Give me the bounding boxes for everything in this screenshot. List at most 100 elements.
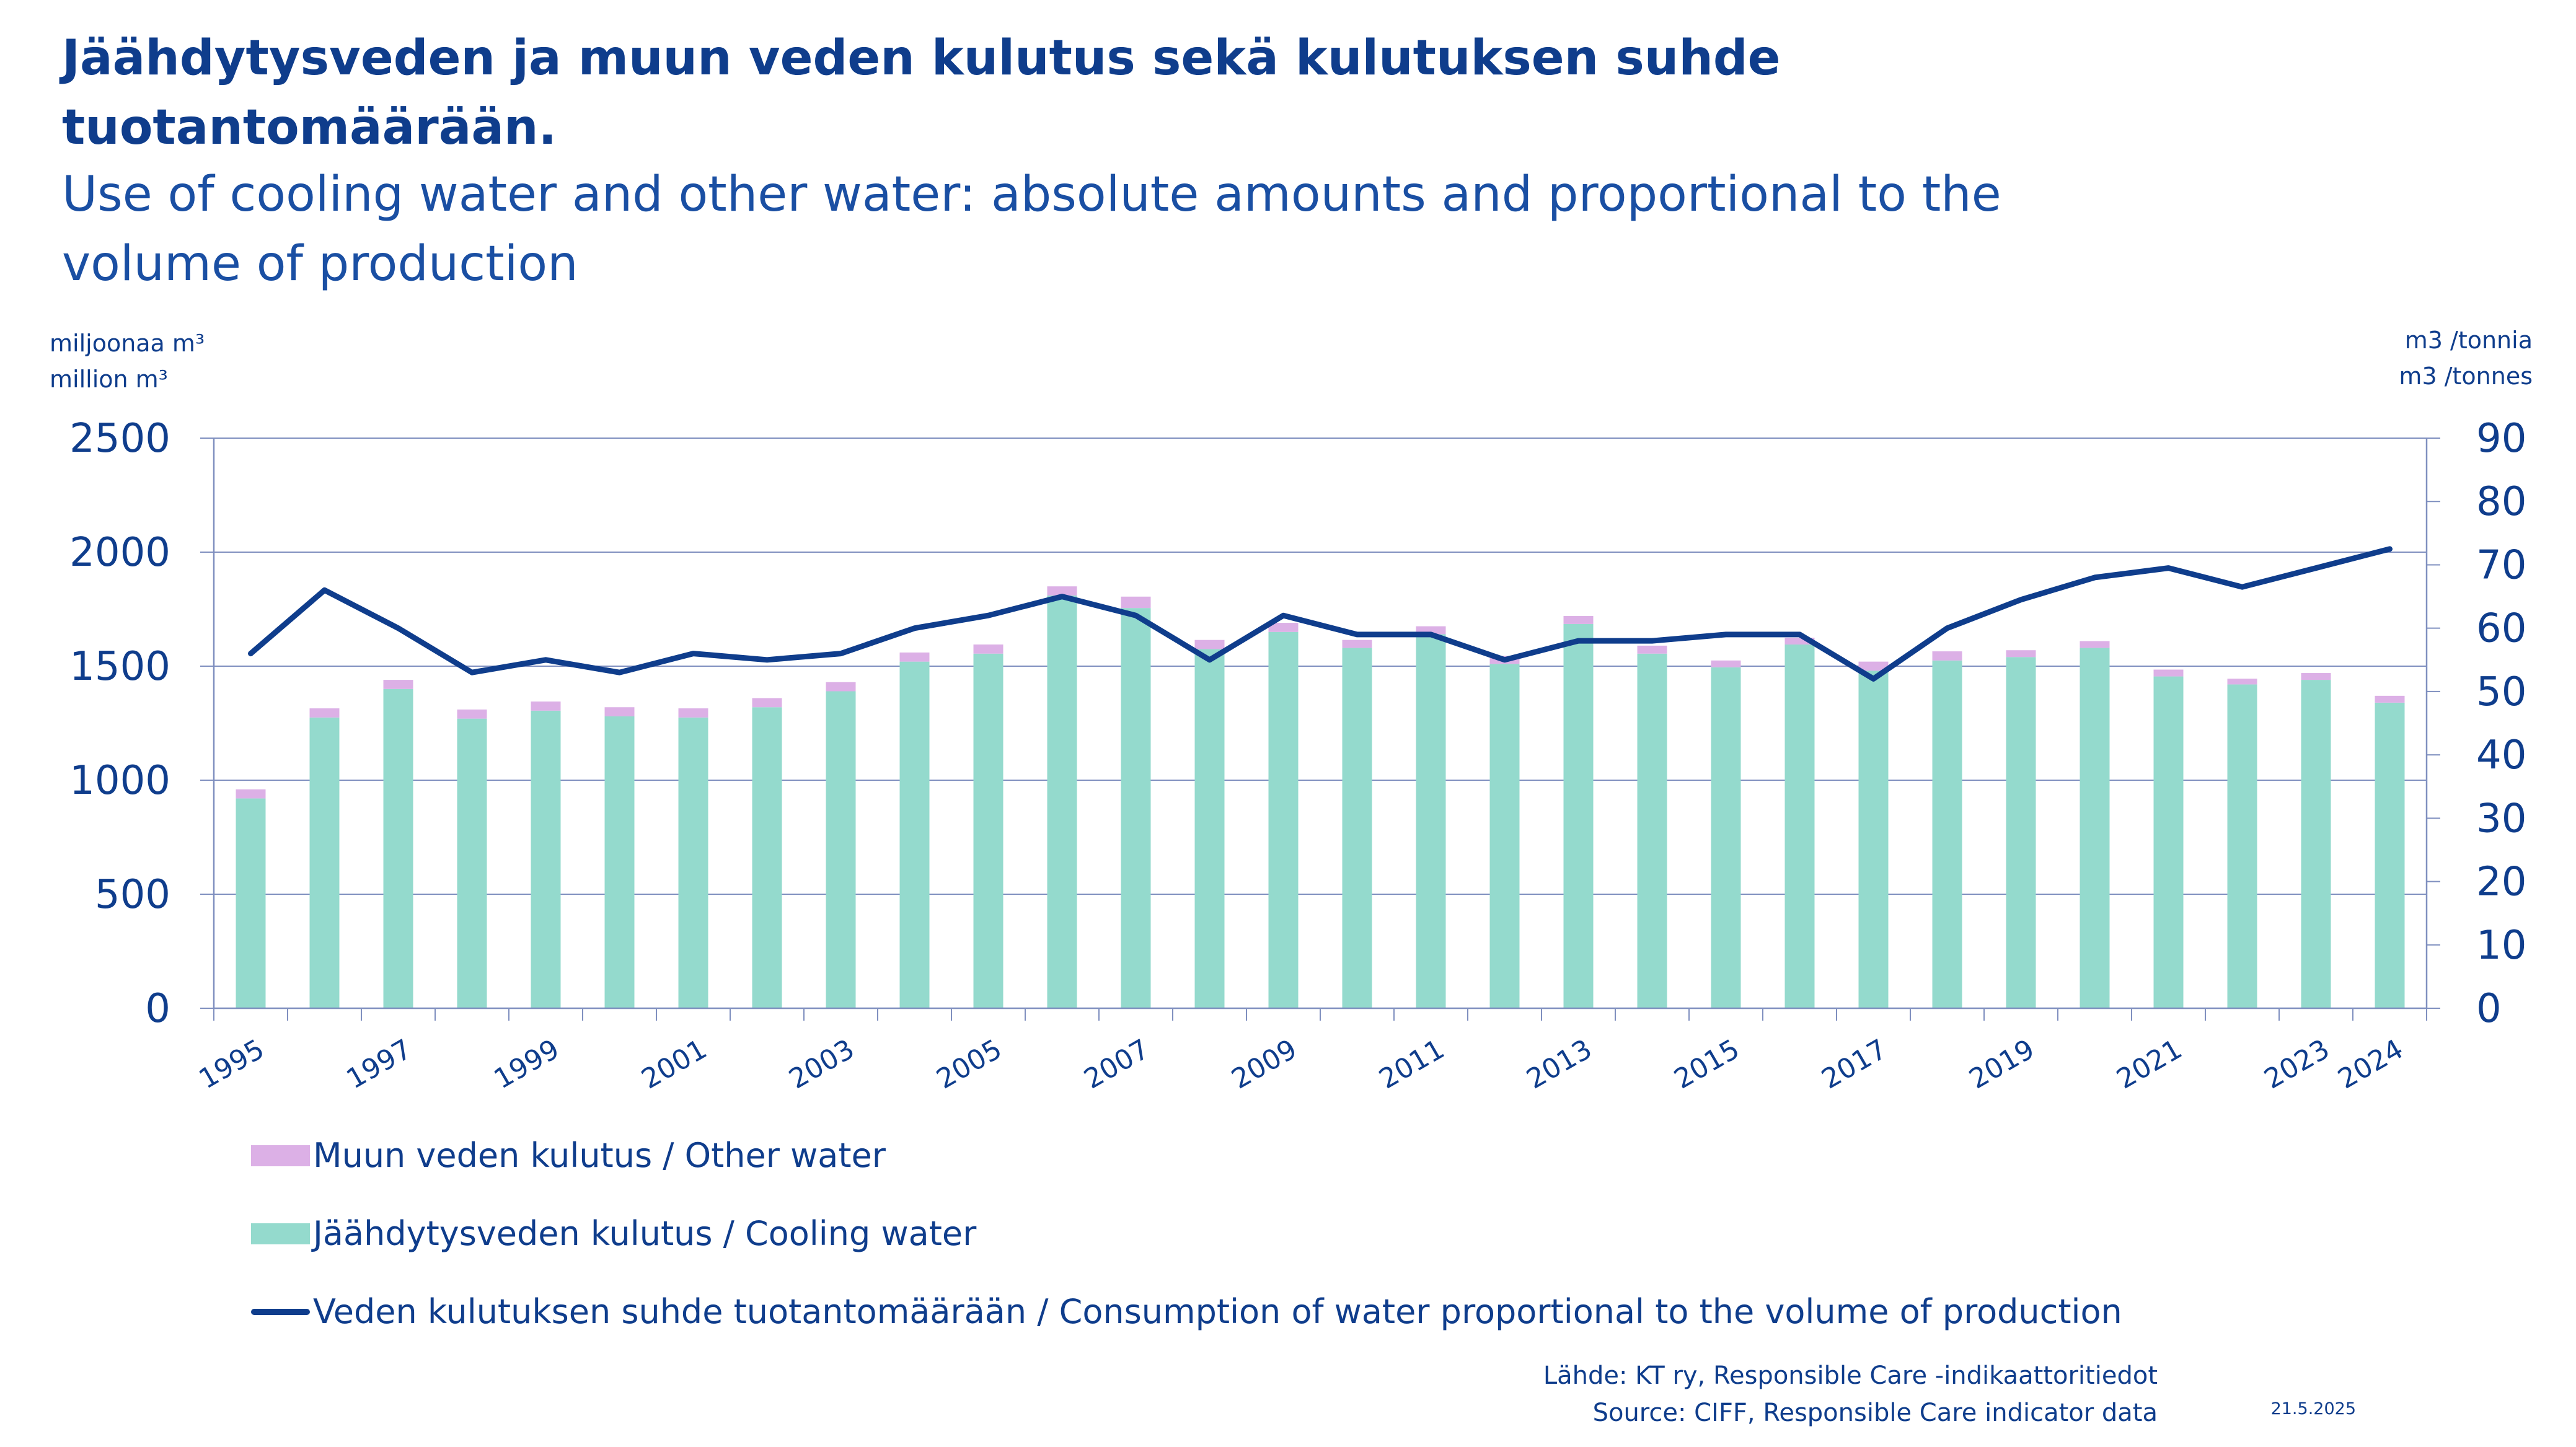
ratio-point xyxy=(1430,633,1432,635)
ratio-point xyxy=(545,659,547,661)
left-axis-tick-label: 500 xyxy=(95,872,170,918)
ratio-point xyxy=(1356,633,1358,635)
bar-cooling-water xyxy=(1342,648,1372,1008)
bar-other-water xyxy=(531,702,561,711)
x-axis-tick-label: 2019 xyxy=(1964,1033,2040,1095)
ratio-point xyxy=(2315,567,2317,569)
x-axis-tick-label: 1997 xyxy=(342,1033,417,1095)
bar-other-water xyxy=(457,709,487,719)
bar-cooling-water xyxy=(678,717,708,1008)
chart-title-english: Use of cooling water and other water: ab… xyxy=(62,160,2169,299)
source-fi: Lähde: KT ry, Responsible Care -indikaat… xyxy=(1543,1361,2158,1390)
ratio-line xyxy=(248,546,2393,682)
bar-cooling-water xyxy=(1932,660,1962,1008)
right-axis-tick-label: 60 xyxy=(2476,606,2526,652)
ratio-point xyxy=(2241,586,2243,588)
ratio-point xyxy=(471,672,473,674)
bar-cooling-water xyxy=(1268,631,1299,1008)
right-axis-tick-label: 10 xyxy=(2476,923,2526,969)
ratio-point xyxy=(1872,678,1874,680)
legend-label-ratio-line: Veden kulutuksen suhde tuotantomäärään /… xyxy=(313,1292,2122,1331)
x-axis-tick-label: 2001 xyxy=(637,1033,712,1095)
right-axis-unit-en: m3 /tonnes xyxy=(2399,363,2533,390)
bar-other-water xyxy=(899,652,930,662)
bar-cooling-water xyxy=(973,653,1003,1008)
bar-cooling-water xyxy=(457,718,487,1008)
ratio-point xyxy=(2389,548,2391,550)
x-axis-tick-label: 2021 xyxy=(2112,1033,2187,1095)
bar-other-water xyxy=(604,707,635,716)
ratio-point xyxy=(1651,640,1653,642)
bar-other-water xyxy=(1342,640,1372,648)
publication-date: 21.5.2025 xyxy=(2270,1399,2356,1418)
right-axis-tick-label: 30 xyxy=(2476,796,2526,842)
bar-cooling-water xyxy=(2375,702,2405,1008)
bar-cooling-water xyxy=(2080,648,2110,1008)
left-axis-tick-label: 0 xyxy=(145,986,170,1032)
bar-other-water xyxy=(2227,679,2257,685)
x-axis-tick-label: 2007 xyxy=(1079,1033,1155,1095)
bar-cooling-water xyxy=(1858,671,1889,1008)
right-axis-tick-label: 70 xyxy=(2476,542,2526,588)
bar-other-water xyxy=(1563,616,1594,624)
chart-title-fi-line1: Jäähdytysveden ja muun veden kulutus sek… xyxy=(62,30,1781,86)
left-axis-unit-fi: miljoonaa m³ xyxy=(50,330,205,357)
ratio-point xyxy=(619,672,620,674)
bar-other-water xyxy=(1047,586,1077,596)
left-axis-tick-label: 2000 xyxy=(69,530,170,576)
bar-cooling-water xyxy=(383,688,413,1008)
bar-other-water xyxy=(309,708,340,718)
left-axis-tick-label: 1000 xyxy=(69,758,170,804)
ratio-point xyxy=(324,589,325,591)
right-axis-tick-label: 50 xyxy=(2476,669,2526,715)
left-axis-tick-label: 2500 xyxy=(69,416,170,462)
bar-cooling-water xyxy=(2153,676,2184,1008)
ratio-point xyxy=(2094,576,2096,578)
bar-cooling-water xyxy=(309,717,340,1008)
bar-cooling-water xyxy=(604,716,635,1008)
ratio-point xyxy=(2020,599,2022,600)
bar-other-water xyxy=(1121,596,1151,609)
ratio-point xyxy=(840,653,842,654)
x-axis-tick-label: 2017 xyxy=(1817,1033,1892,1095)
left-axis-unit-en: million m³ xyxy=(50,366,168,393)
x-axis-tick-label: 2015 xyxy=(1669,1033,1745,1095)
bar-cooling-water xyxy=(899,661,930,1008)
legend-label-other-water: Muun veden kulutus / Other water xyxy=(313,1136,886,1175)
bar-other-water xyxy=(2006,650,2036,658)
bar-cooling-water xyxy=(1784,644,1815,1008)
ratio-point xyxy=(914,627,915,629)
bar-cooling-water xyxy=(531,710,561,1008)
bar-cooling-water xyxy=(1637,653,1667,1008)
ratio-point xyxy=(692,653,694,654)
bar-cooling-water xyxy=(2301,680,2331,1008)
ratio-point xyxy=(250,653,252,654)
bar-other-water xyxy=(2375,695,2405,703)
x-axis-tick-label: 2023 xyxy=(2259,1033,2335,1095)
legend-swatch-ratio-line xyxy=(251,1309,310,1315)
bar-cooling-water xyxy=(1416,634,1446,1008)
bar-other-water xyxy=(1194,640,1225,649)
ratio-point xyxy=(1725,633,1727,635)
x-axis-tick-label: 1999 xyxy=(489,1033,565,1095)
ratio-point xyxy=(1799,633,1801,635)
bar-cooling-water xyxy=(752,707,782,1008)
legend-label-cooling-water: Jäähdytysveden kulutus / Cooling water xyxy=(313,1214,977,1253)
bar-cooling-water xyxy=(236,798,266,1008)
bar-other-water xyxy=(1858,661,1889,671)
bar-cooling-water xyxy=(1047,595,1077,1008)
bar-other-water xyxy=(752,698,782,708)
x-axis-tick-label: 2011 xyxy=(1374,1033,1450,1095)
legend-swatch-other-water xyxy=(251,1145,310,1166)
bar-cooling-water xyxy=(1121,608,1151,1008)
x-axis-tick-label: 2005 xyxy=(932,1033,1007,1095)
x-axis-tick-label: 1995 xyxy=(194,1033,270,1095)
bar-other-water xyxy=(236,789,266,799)
bar-other-water xyxy=(1637,645,1667,654)
bar-other-water xyxy=(2301,673,2331,680)
right-axis-tick-label: 80 xyxy=(2476,479,2526,525)
bar-cooling-water xyxy=(1563,623,1594,1008)
chart-title-fi-line2: tuotantomäärään. xyxy=(62,100,557,156)
bar-cooling-water xyxy=(1489,664,1520,1008)
chart-title-en-line1: Use of cooling water and other water: ab… xyxy=(62,167,2001,222)
